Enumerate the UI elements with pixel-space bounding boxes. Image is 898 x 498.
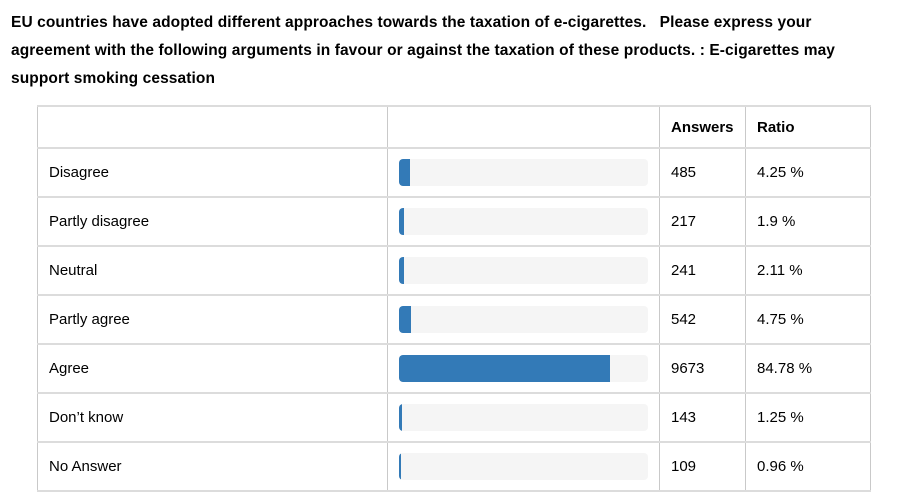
table-row: Disagree 485 4.25 %: [37, 147, 871, 198]
bar-cell: [387, 392, 660, 443]
bar-fill: [399, 355, 611, 382]
label-column-header: [37, 105, 388, 149]
bar-fill: [399, 208, 404, 235]
bar-cell: [387, 294, 660, 345]
bar-track: [399, 257, 648, 284]
ratio-value: 0.96 %: [745, 441, 871, 492]
ratio-value: 1.9 %: [745, 196, 871, 247]
bar-track: [399, 453, 648, 480]
bar-track: [399, 306, 648, 333]
survey-question-title: EU countries have adopted different appr…: [11, 14, 840, 87]
answers-value: 542: [659, 294, 746, 345]
answers-value: 143: [659, 392, 746, 443]
bar-cell: [387, 245, 660, 296]
ratio-column-header: Ratio: [745, 105, 871, 149]
survey-results-table: Answers Ratio Disagree 485 4.25 % Partly…: [37, 105, 871, 492]
answer-option-label: Agree: [37, 343, 388, 394]
answers-column-header: Answers: [659, 105, 746, 149]
bar-track: [399, 404, 648, 431]
ratio-value: 4.75 %: [745, 294, 871, 345]
bar-cell: [387, 441, 660, 492]
ratio-value: 1.25 %: [745, 392, 871, 443]
bar-cell: [387, 196, 660, 247]
bar-track: [399, 159, 648, 186]
bar-fill: [399, 159, 410, 186]
bar-track: [399, 355, 648, 382]
bar-fill: [399, 404, 403, 431]
bar-column-header: [387, 105, 660, 149]
table-row: Partly disagree 217 1.9 %: [37, 196, 871, 247]
bar-fill: [399, 257, 405, 284]
table-row: Don’t know 143 1.25 %: [37, 392, 871, 443]
answer-option-label: Don’t know: [37, 392, 388, 443]
bar-track: [399, 208, 648, 235]
answer-option-label: Neutral: [37, 245, 388, 296]
answers-value: 485: [659, 147, 746, 198]
table-row: Agree 9673 84.78 %: [37, 343, 871, 394]
answers-value: 217: [659, 196, 746, 247]
answer-option-label: Partly disagree: [37, 196, 388, 247]
answer-option-label: Partly agree: [37, 294, 388, 345]
answer-option-label: Disagree: [37, 147, 388, 198]
bar-fill: [399, 306, 411, 333]
ratio-value: 4.25 %: [745, 147, 871, 198]
table-header-row: Answers Ratio: [37, 105, 871, 149]
table-row: No Answer 109 0.96 %: [37, 441, 871, 492]
answers-value: 109: [659, 441, 746, 492]
answers-value: 9673: [659, 343, 746, 394]
bar-cell: [387, 147, 660, 198]
bar-fill: [399, 453, 402, 480]
ratio-value: 2.11 %: [745, 245, 871, 296]
answer-option-label: No Answer: [37, 441, 388, 492]
ratio-value: 84.78 %: [745, 343, 871, 394]
table-row: Neutral 241 2.11 %: [37, 245, 871, 296]
table-row: Partly agree 542 4.75 %: [37, 294, 871, 345]
bar-cell: [387, 343, 660, 394]
answers-value: 241: [659, 245, 746, 296]
